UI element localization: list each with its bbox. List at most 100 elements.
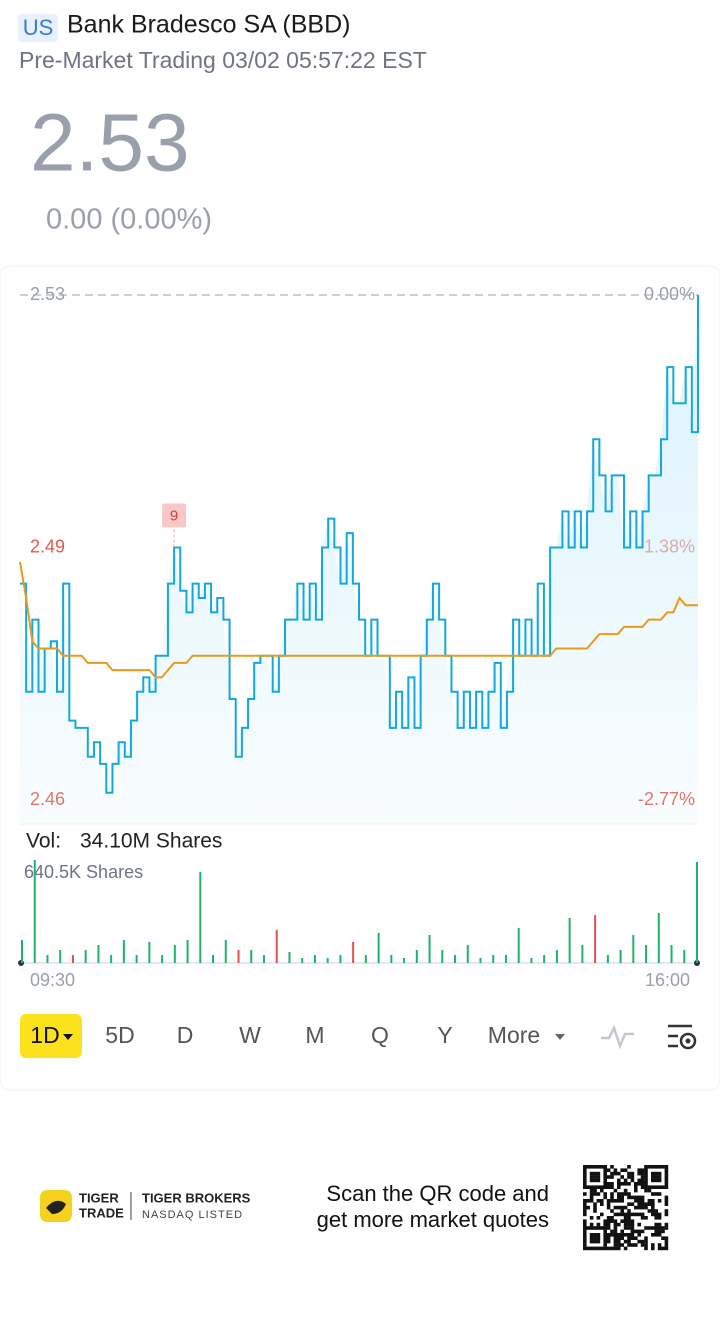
qr-module — [644, 1243, 648, 1247]
qr-module — [644, 1239, 648, 1244]
qr-module — [623, 1219, 628, 1223]
qr-module — [627, 1219, 631, 1223]
qr-module — [644, 1216, 648, 1220]
qr-module — [603, 1195, 607, 1200]
qr-module — [593, 1205, 597, 1210]
qr-module — [651, 1178, 655, 1183]
volume-bar — [645, 944, 648, 963]
period-tab[interactable]: 1D — [30, 1022, 59, 1048]
qr-module — [627, 1222, 631, 1227]
qr-module — [620, 1199, 624, 1203]
volume-bar — [224, 940, 227, 963]
qr-module — [634, 1243, 638, 1247]
qr-module — [657, 1171, 662, 1176]
indicator-icon[interactable] — [601, 1024, 634, 1050]
qr-module — [654, 1175, 658, 1179]
qr-module — [603, 1171, 607, 1176]
qr-code — [583, 1165, 669, 1251]
qr-module — [603, 1226, 607, 1230]
qr-module — [583, 1165, 587, 1169]
qr-module — [583, 1202, 587, 1206]
qr-module — [596, 1175, 601, 1179]
qr-module — [596, 1178, 601, 1183]
qr-module — [617, 1243, 621, 1247]
qr-module — [596, 1185, 601, 1189]
qr-module — [654, 1165, 658, 1169]
qr-module — [664, 1243, 669, 1247]
price-change: 0.00 (0.00%) — [46, 204, 212, 236]
qr-module — [613, 1222, 618, 1227]
qr-module — [589, 1165, 594, 1169]
period-tab[interactable]: More — [488, 1022, 540, 1048]
qr-module — [617, 1192, 621, 1196]
qr-module — [627, 1202, 631, 1206]
qr-module — [664, 1185, 669, 1189]
qr-module — [630, 1236, 635, 1240]
qr-module — [583, 1233, 587, 1237]
qr-module — [610, 1171, 614, 1176]
qr-module — [603, 1222, 607, 1227]
qr-module — [637, 1195, 641, 1200]
qr-module — [600, 1246, 604, 1251]
qr-module — [623, 1168, 628, 1172]
qr-module — [637, 1233, 641, 1237]
qr-module — [589, 1239, 594, 1244]
period-tab[interactable]: M — [305, 1022, 324, 1048]
dropdown-caret — [555, 1034, 565, 1040]
qr-module — [583, 1205, 587, 1210]
qr-module — [596, 1199, 601, 1203]
qr-module — [583, 1246, 587, 1251]
qr-module — [651, 1233, 655, 1237]
brand-bottom: TRADE — [79, 1205, 124, 1220]
qr-module — [589, 1192, 594, 1196]
trading-status: Pre-Market Trading 03/02 05:57:22 EST — [19, 47, 427, 73]
volume-bar — [390, 954, 393, 963]
volume-bar — [212, 954, 215, 963]
qr-module — [603, 1185, 607, 1189]
qr-module — [637, 1182, 641, 1186]
qr-module — [630, 1195, 635, 1200]
qr-module — [640, 1182, 645, 1186]
qr-module — [627, 1175, 631, 1179]
period-tab[interactable]: W — [239, 1022, 261, 1048]
qr-module — [589, 1226, 594, 1230]
qr-module — [620, 1168, 624, 1172]
volume-bar — [517, 927, 520, 963]
qr-module — [657, 1226, 662, 1230]
qr-module — [610, 1219, 614, 1223]
qr-module — [589, 1236, 594, 1240]
qr-module — [583, 1212, 587, 1217]
qr-module — [637, 1212, 641, 1217]
qr-module — [610, 1185, 614, 1189]
qr-module — [637, 1168, 641, 1172]
period-tab[interactable]: 5D — [105, 1022, 134, 1048]
settings-icon[interactable] — [668, 1024, 697, 1050]
qr-module — [640, 1175, 645, 1179]
qr-module — [630, 1178, 635, 1183]
qr-module — [613, 1229, 618, 1234]
icon-dot — [685, 1038, 691, 1044]
qr-module — [593, 1178, 597, 1183]
qr-module — [637, 1199, 641, 1203]
tab-selected-bg — [20, 1014, 82, 1058]
qr-module — [589, 1246, 594, 1251]
qr-module — [620, 1236, 624, 1240]
qr-module — [593, 1202, 597, 1206]
qr-module — [613, 1233, 618, 1237]
qr-module — [637, 1205, 641, 1210]
period-tab[interactable]: Q — [371, 1022, 389, 1048]
volume-bar — [619, 949, 622, 963]
period-tab[interactable]: D — [177, 1022, 194, 1048]
period-tab[interactable]: Y — [437, 1022, 452, 1048]
qr-module — [613, 1219, 618, 1223]
stock-title: Bank Bradesco SA (BBD) — [67, 11, 350, 39]
qr-module — [664, 1171, 669, 1176]
qr-module — [589, 1216, 594, 1220]
qr-module — [644, 1246, 648, 1251]
qr-module — [606, 1175, 611, 1179]
qr-module — [589, 1185, 594, 1189]
volume-bar — [543, 954, 546, 963]
qr-module — [623, 1226, 628, 1230]
qr-module — [630, 1175, 635, 1179]
